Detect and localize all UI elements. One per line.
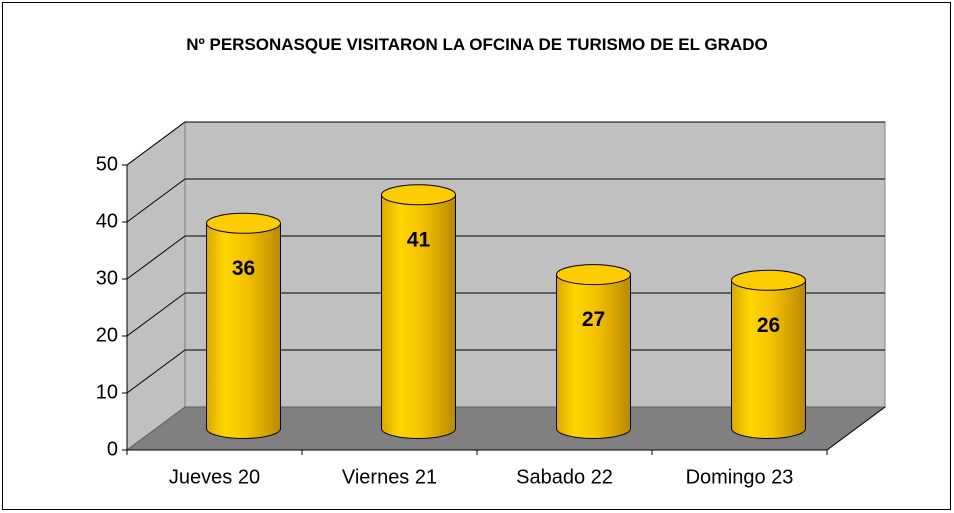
y-tick-label: 20 <box>96 324 118 346</box>
side-wall <box>126 121 186 451</box>
cylinder-body <box>381 194 456 439</box>
cylinder-body <box>556 274 631 439</box>
cylinder-top <box>556 264 631 286</box>
chart-title: Nº PERSONASQUE VISITARON LA OFCINA DE TU… <box>186 35 768 54</box>
data-label: 36 <box>232 257 255 280</box>
cylinder-body <box>731 279 806 439</box>
y-tick-label: 0 <box>107 438 118 460</box>
x-tick-label: Domingo 23 <box>686 466 794 488</box>
y-tick-label: 30 <box>96 267 118 289</box>
data-label: 27 <box>582 308 605 331</box>
cylinder-top <box>206 212 281 234</box>
cylinder-top <box>731 269 806 291</box>
data-label: 41 <box>407 228 431 251</box>
y-tick-label: 40 <box>96 210 118 232</box>
x-tick-label: Jueves 20 <box>169 466 260 488</box>
grid-line <box>126 292 186 337</box>
y-tick-label: 10 <box>96 381 118 403</box>
x-tick-label: Sabado 22 <box>516 466 613 488</box>
cylinder-top <box>381 184 456 206</box>
cylinder-body <box>206 222 281 439</box>
grid-line <box>126 178 186 223</box>
y-tick-label: 50 <box>96 153 118 175</box>
grid-line <box>126 349 186 394</box>
data-label: 26 <box>757 314 780 337</box>
grid-line <box>126 121 186 166</box>
x-tick-label: Viernes 21 <box>342 466 437 488</box>
grid-line <box>126 235 186 280</box>
floor-edge <box>826 406 886 451</box>
